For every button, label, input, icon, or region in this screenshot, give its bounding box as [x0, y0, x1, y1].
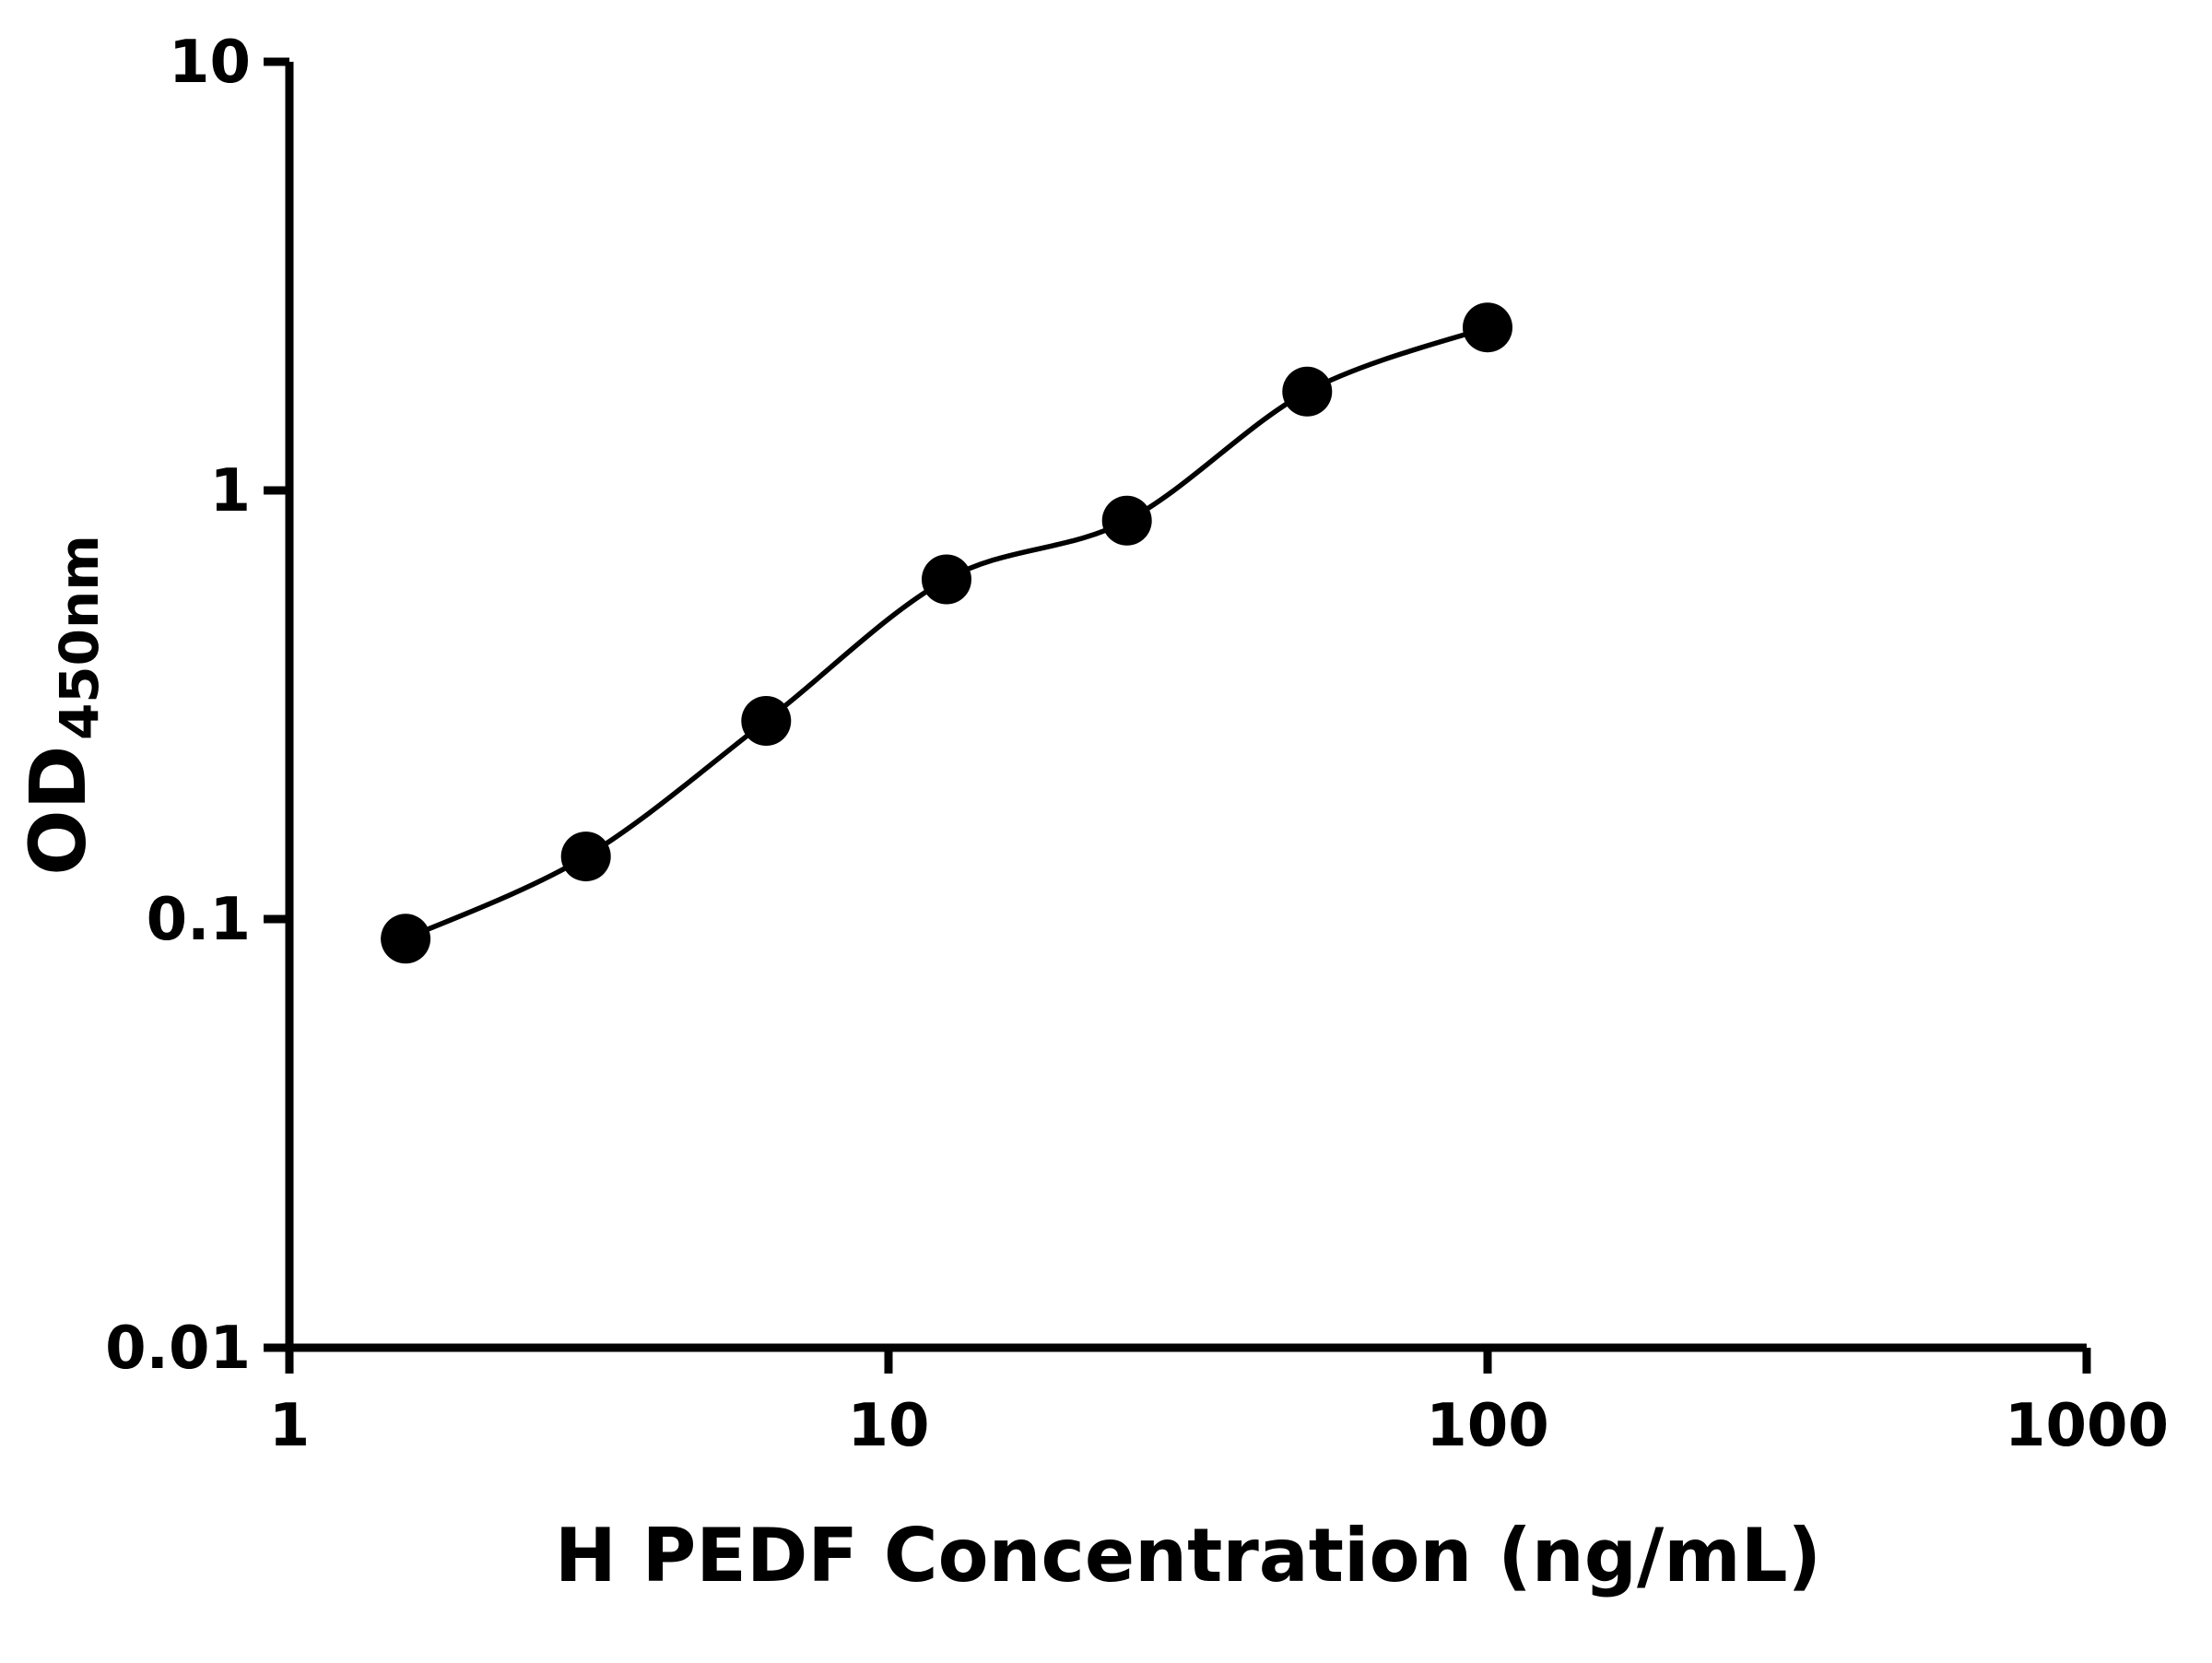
y-tick-label: 0.1 — [147, 886, 251, 954]
data-point — [922, 554, 971, 605]
y-axis-title-subscript: 450nm — [48, 535, 111, 740]
x-tick-label: 1000 — [2005, 1392, 2169, 1460]
data-series-layer — [381, 302, 1512, 964]
x-axis-title: H PEDF Concentration (ng/mL) — [555, 1513, 1821, 1598]
y-tick-label: 1 — [209, 457, 251, 525]
data-point — [1463, 302, 1512, 353]
y-tick-label: 0.01 — [105, 1315, 251, 1383]
x-tick-label: 1 — [269, 1392, 311, 1460]
x-tick-label: 100 — [1426, 1392, 1549, 1460]
data-point — [1101, 495, 1152, 546]
y-tick-label: 10 — [169, 29, 251, 97]
data-point — [560, 832, 611, 882]
data-point — [381, 914, 431, 964]
x-tick-label: 10 — [847, 1392, 929, 1460]
data-point — [741, 696, 792, 746]
axes-layer — [285, 62, 2087, 1352]
y-axis-title: OD 450nm — [13, 535, 111, 876]
ticks-layer: 1 10 100 1000 0.01 0.1 1 10 — [105, 29, 2169, 1460]
data-point — [1282, 366, 1333, 417]
y-axis-title-main: OD — [13, 746, 103, 876]
